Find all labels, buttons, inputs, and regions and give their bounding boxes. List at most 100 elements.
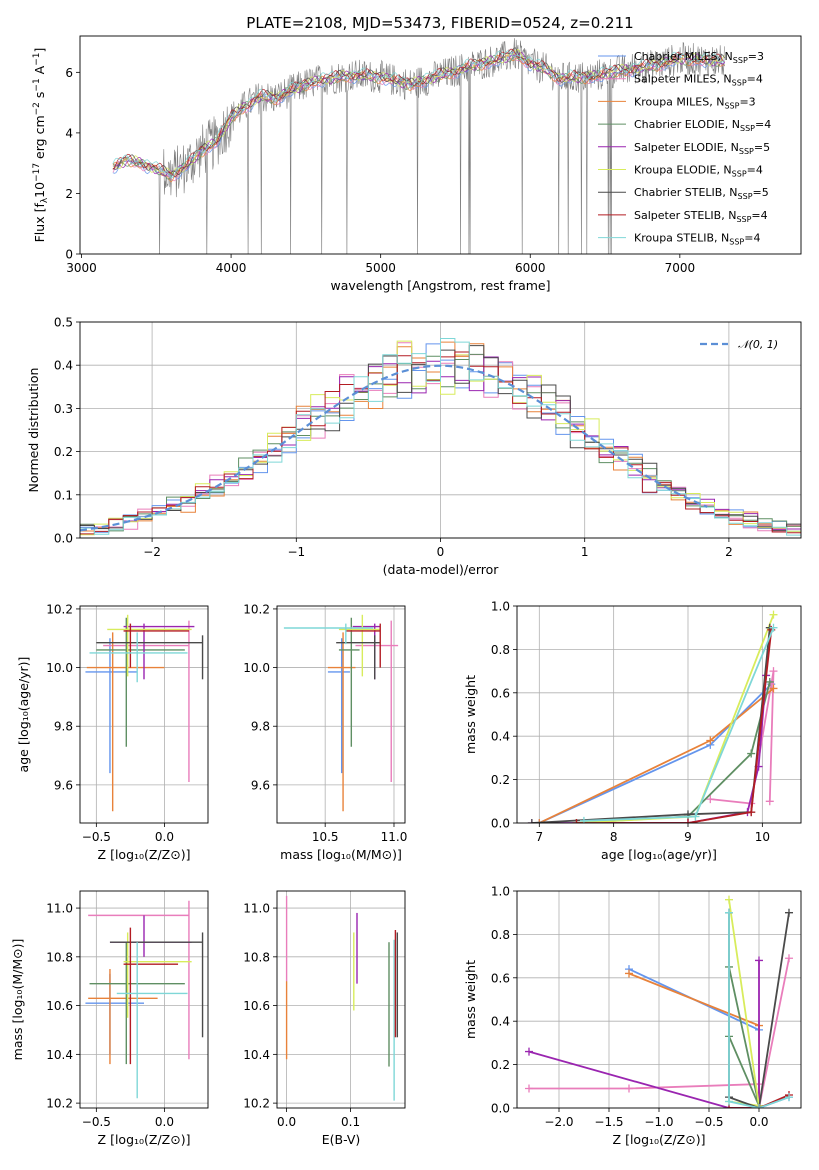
plot-area bbox=[85, 900, 204, 1099]
point-marker bbox=[769, 667, 778, 676]
axes-weight_vs_age: 7 8 9 10 0.0 0.2 0.4 0.6 0.8 1.0 age [log₁₀(age/yr… bbox=[463, 600, 802, 862]
y-tick-label: 0.1 bbox=[54, 488, 73, 502]
x-tick-label: −2.0 bbox=[544, 1115, 573, 1129]
x-tick-label: 6000 bbox=[515, 261, 546, 275]
axes-age_vs_Z: −0.5 0.0 9.6 9.8 10.0 10.2 Z [log₁₀(Z/Z⊙)] age … bbox=[16, 602, 209, 862]
point-marker bbox=[625, 1084, 633, 1093]
point-salpeter-miles bbox=[88, 900, 190, 1060]
y-axis-label: mass [log₁₀(M/M⊙)] bbox=[10, 939, 25, 1061]
x-tick-label: 2 bbox=[725, 545, 733, 559]
grid bbox=[277, 891, 405, 1108]
y-tick-label: 0.4 bbox=[491, 730, 510, 744]
plot-area bbox=[80, 338, 801, 536]
point-marker bbox=[769, 684, 778, 693]
point-marker bbox=[579, 816, 588, 823]
plot-area bbox=[283, 614, 399, 812]
y-tick-label: 10.8 bbox=[243, 950, 270, 964]
x-axis-label: mass [log₁₀(M/M⊙)] bbox=[280, 847, 402, 862]
y-tick-label: 0.8 bbox=[491, 643, 510, 657]
y-tick-label: 10.2 bbox=[46, 602, 73, 616]
series-kroupa-miles bbox=[535, 684, 778, 823]
x-tick-label: 0.1 bbox=[341, 1115, 360, 1129]
point-salpeter-elodie bbox=[352, 623, 381, 680]
y-tick-label: 0.6 bbox=[491, 686, 510, 700]
x-axis-label: (data-model)/error bbox=[383, 562, 500, 577]
axes-spectrum: 3000 4000 5000 6000 7000 0 2 4 6 wavelength [Angs… bbox=[32, 35, 802, 293]
point-salpeter-stelib bbox=[123, 927, 179, 1065]
point-marker bbox=[525, 1047, 533, 1056]
y-axis-label: mass weight bbox=[463, 675, 478, 754]
point-marker bbox=[527, 819, 536, 823]
point-chabrier-miles bbox=[327, 638, 350, 774]
y-tick-label: 9.6 bbox=[54, 778, 73, 792]
x-tick-label: 4000 bbox=[216, 261, 247, 275]
axes-frame bbox=[79, 321, 802, 539]
axes-frame bbox=[79, 605, 209, 824]
y-tick-label: 11.0 bbox=[243, 902, 270, 916]
point-salpeter-stelib bbox=[345, 623, 381, 668]
point-marker bbox=[785, 908, 793, 917]
point-chabrier-miles bbox=[85, 638, 138, 774]
point-kroupa-stelib bbox=[283, 623, 374, 645]
model-line-salpeter-stelib bbox=[112, 48, 725, 177]
point-marker bbox=[785, 954, 793, 963]
x-tick-label: 0.0 bbox=[155, 830, 174, 844]
figure-title: PLATE=2108, MJD=53473, FIBERID=0524, z=0… bbox=[246, 14, 633, 32]
x-tick-label: −0.5 bbox=[82, 1115, 111, 1129]
axes-frame bbox=[276, 890, 406, 1109]
y-tick-label: 0.2 bbox=[54, 445, 73, 459]
y-tick-label: 0.6 bbox=[491, 971, 510, 985]
x-tick-label: −1 bbox=[287, 545, 305, 559]
y-tick-label: 0.0 bbox=[54, 532, 73, 546]
point-chabrier-stelib bbox=[96, 635, 204, 680]
point-marker bbox=[706, 736, 715, 745]
series-line bbox=[531, 627, 771, 823]
axes-frame bbox=[516, 605, 802, 824]
axes-age_vs_mass: 10.5 11.0 9.6 9.8 10.0 10.2 mass [log₁₀(M/M⊙)] bbox=[243, 602, 407, 862]
legend-entry: 𝒩(0, 1) bbox=[738, 338, 778, 351]
point-kroupa-elodie bbox=[123, 932, 192, 1018]
axes-frame bbox=[276, 605, 406, 824]
point-marker bbox=[769, 623, 778, 632]
series-kroupa-stelib bbox=[725, 908, 793, 1108]
series-line bbox=[710, 670, 775, 805]
point-marker bbox=[769, 610, 778, 619]
grid bbox=[517, 605, 801, 824]
point-marker bbox=[625, 969, 633, 978]
x-axis-label: wavelength [Angstrom, rest frame] bbox=[330, 278, 550, 293]
y-tick-label: 2 bbox=[65, 187, 73, 201]
spectrum-legend: Chabrier MILES, NSSP=3 Salpeter MILES, NS… bbox=[598, 50, 771, 247]
legend-entry: Salpeter ELODIE, NSSP=5 bbox=[634, 141, 770, 156]
x-axis-label: age [log₁₀(age/yr)] bbox=[601, 847, 717, 862]
x-tick-label: −0.5 bbox=[694, 1115, 723, 1129]
point-marker bbox=[765, 797, 774, 806]
y-tick-label: 9.8 bbox=[251, 720, 270, 734]
y-tick-label: 10.2 bbox=[46, 1097, 73, 1111]
x-tick-label: −1.5 bbox=[594, 1115, 623, 1129]
normal-curve bbox=[80, 364, 708, 532]
legend-entry: Kroupa ELODIE, NSSP=4 bbox=[634, 164, 763, 179]
point-marker bbox=[755, 956, 763, 965]
point-chabrier-stelib bbox=[336, 635, 381, 680]
point-marker bbox=[572, 819, 581, 823]
series-line bbox=[728, 899, 761, 1107]
y-tick-label: 10.0 bbox=[46, 661, 73, 675]
point-marker bbox=[725, 1097, 733, 1106]
plot-area bbox=[85, 614, 204, 812]
x-axis-label: Z [log₁₀(Z/Z⊙)] bbox=[98, 847, 191, 862]
y-tick-label: 10.2 bbox=[243, 1097, 270, 1111]
point-kroupa-elodie bbox=[107, 614, 192, 677]
point-kroupa-stelib bbox=[89, 632, 188, 683]
point-marker bbox=[525, 1084, 533, 1093]
point-marker bbox=[691, 812, 700, 821]
point-chabrier-elodie bbox=[96, 617, 185, 747]
point-marker bbox=[683, 819, 692, 823]
y-tick-label: 10.6 bbox=[243, 999, 270, 1013]
x-tick-label: 7000 bbox=[665, 261, 696, 275]
y-tick-label: 0.4 bbox=[491, 1015, 510, 1029]
point-marker bbox=[765, 677, 774, 686]
plot-area bbox=[112, 38, 726, 254]
axes-mass_vs_Z: −0.5 0.0 10.2 10.4 10.6 10.8 11.0 Z [log₁₀(Z/Z⊙… bbox=[10, 890, 209, 1147]
x-tick-label: 7 bbox=[535, 830, 543, 844]
y-tick-label: 0.4 bbox=[54, 359, 73, 373]
